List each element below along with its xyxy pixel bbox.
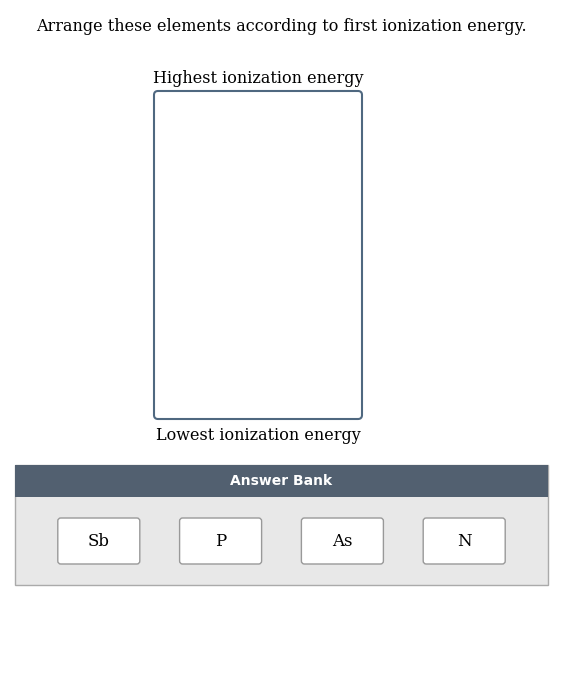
FancyBboxPatch shape [180, 518, 262, 564]
Bar [15, 465, 548, 585]
Text: Lowest ionization energy: Lowest ionization energy [155, 427, 360, 444]
Text: Highest ionization energy: Highest ionization energy [153, 70, 363, 87]
FancyBboxPatch shape [301, 518, 383, 564]
FancyBboxPatch shape [58, 518, 140, 564]
Bar [15, 465, 548, 497]
Text: Sb: Sb [88, 532, 110, 549]
Text: Answer Bank: Answer Bank [230, 474, 333, 488]
FancyBboxPatch shape [423, 518, 505, 564]
Text: N: N [457, 532, 472, 549]
Text: P: P [215, 532, 226, 549]
Text: As: As [332, 532, 352, 549]
FancyBboxPatch shape [154, 91, 362, 419]
Text: Arrange these elements according to first ionization energy.: Arrange these elements according to firs… [36, 18, 527, 35]
